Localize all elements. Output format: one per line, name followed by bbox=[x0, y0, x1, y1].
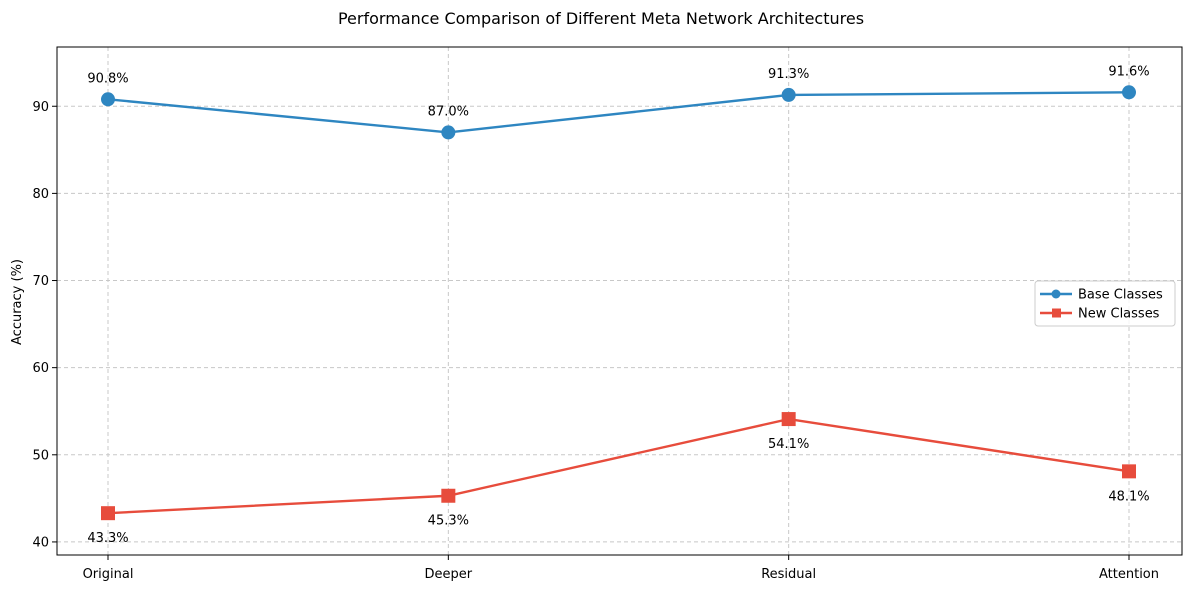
data-label: 91.6% bbox=[1108, 64, 1149, 79]
data-point bbox=[781, 412, 796, 427]
x-tick-label: Residual bbox=[761, 567, 816, 582]
legend-swatch-marker bbox=[1051, 289, 1061, 299]
data-label: 54.1% bbox=[768, 437, 809, 452]
legend-box bbox=[1034, 280, 1176, 327]
data-point bbox=[441, 125, 456, 140]
legend: Base Classes New Classes bbox=[1034, 280, 1176, 327]
legend-item: Base Classes bbox=[1040, 288, 1163, 303]
y-tick-label: 50 bbox=[32, 448, 49, 463]
series-base-classes: 90.8% 87.0% 91.3% 91.6% bbox=[87, 64, 1150, 140]
data-point bbox=[1122, 464, 1136, 479]
legend-label: Base Classes bbox=[1078, 288, 1163, 303]
x-tick-label: Original bbox=[83, 567, 134, 582]
chart-title: Performance Comparison of Different Meta… bbox=[338, 9, 864, 28]
grid bbox=[57, 47, 1182, 555]
series-line bbox=[107, 417, 1130, 515]
data-point bbox=[1122, 85, 1136, 100]
data-point bbox=[441, 488, 456, 503]
y-axis: 40 50 60 70 80 90 bbox=[32, 100, 57, 550]
series-layer: 90.8% 87.0% 91.3% 91.6% 43.3% 45.3% 54.1% 48.1% bbox=[87, 64, 1149, 546]
y-tick-label: 70 bbox=[32, 274, 49, 289]
data-label: 91.3% bbox=[768, 67, 809, 82]
y-tick-label: 80 bbox=[32, 187, 49, 202]
legend-swatch-marker bbox=[1052, 308, 1061, 318]
x-tick-label: Deeper bbox=[425, 567, 473, 582]
y-axis-label: Accuracy (%) bbox=[10, 259, 25, 345]
legend-item: New Classes bbox=[1040, 307, 1160, 322]
data-label: 90.8% bbox=[87, 71, 128, 86]
x-axis: Original Deeper Residual Attention bbox=[83, 555, 1159, 582]
data-label: 87.0% bbox=[428, 104, 469, 119]
series-new-classes: 43.3% 45.3% 54.1% 48.1% bbox=[87, 412, 1150, 546]
data-label: 43.3% bbox=[87, 531, 128, 546]
legend-label: New Classes bbox=[1078, 307, 1160, 322]
x-tick-label: Attention bbox=[1099, 567, 1159, 582]
series-line bbox=[107, 91, 1130, 134]
y-tick-label: 40 bbox=[32, 535, 49, 550]
y-tick-label: 60 bbox=[32, 361, 49, 376]
data-label: 48.1% bbox=[1108, 489, 1149, 504]
data-point bbox=[101, 506, 115, 521]
plot-area-frame bbox=[56, 46, 1183, 556]
y-tick-label: 90 bbox=[32, 100, 49, 115]
data-label: 45.3% bbox=[428, 514, 469, 529]
data-point bbox=[101, 92, 115, 107]
data-point bbox=[781, 87, 796, 102]
